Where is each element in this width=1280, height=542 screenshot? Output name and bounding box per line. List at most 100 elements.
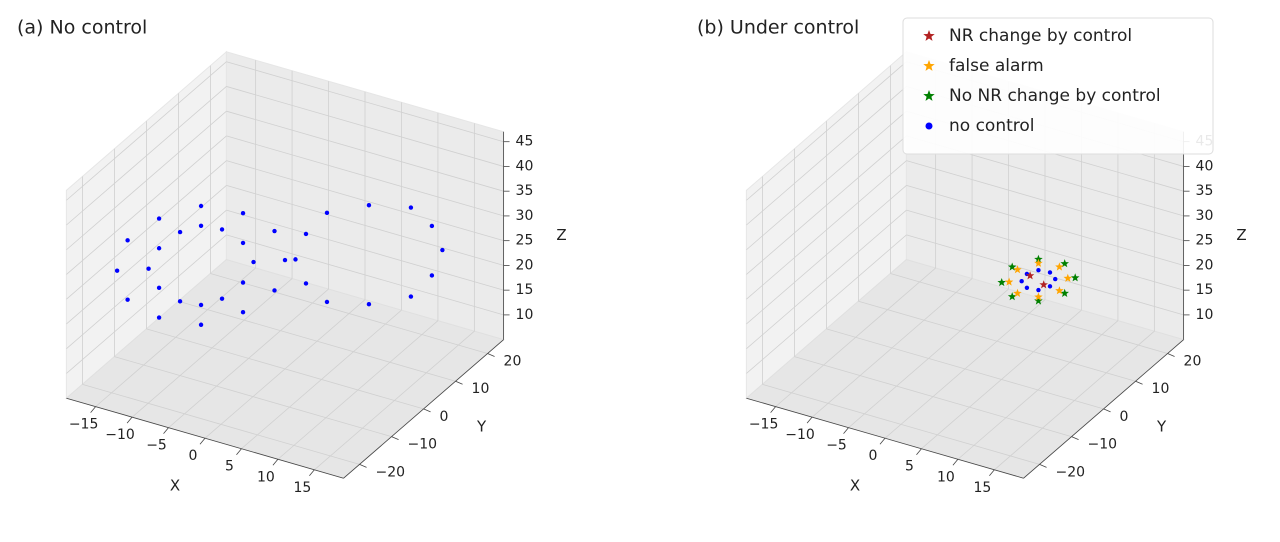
grid-line [146, 328, 424, 410]
point [219, 296, 225, 301]
axis-line [66, 397, 344, 479]
point [272, 288, 277, 293]
z-axis-label: Z [1236, 226, 1246, 244]
z-tick-label: 40 [516, 158, 534, 174]
grid-line [746, 86, 907, 226]
point [324, 299, 330, 305]
axis-line [1023, 339, 1184, 479]
y-tick-label: 10 [1152, 381, 1170, 397]
point [1019, 278, 1024, 284]
legend-label: No NR change by control [949, 86, 1161, 106]
grid-line [906, 234, 1184, 316]
grid-line [226, 61, 504, 143]
point [198, 322, 204, 327]
point [1024, 285, 1030, 290]
tick-mark [1167, 353, 1175, 357]
grid-line [226, 185, 504, 266]
grid-line [226, 209, 504, 291]
x-tick-label: −15 [69, 417, 99, 433]
tick-mark [806, 416, 813, 424]
point [156, 285, 162, 291]
grid-line [226, 86, 504, 167]
grid-line [82, 383, 360, 465]
chart-title: (b) Under control [697, 17, 859, 39]
grid-line [890, 273, 1168, 354]
point [1034, 292, 1043, 301]
point [251, 259, 256, 265]
tick-mark [1071, 436, 1079, 440]
tick-mark [879, 437, 886, 445]
y-tick-label: −10 [1088, 437, 1118, 453]
point [177, 299, 183, 304]
tick-mark [916, 448, 922, 455]
tick-mark [487, 353, 495, 357]
z-tick-label: 20 [1196, 257, 1214, 273]
point [366, 302, 372, 307]
point [125, 238, 130, 243]
tick-mark [309, 469, 315, 477]
tick-mark [952, 458, 959, 466]
point [1055, 286, 1064, 295]
x-tick-label: 0 [189, 448, 198, 464]
tick-mark [1039, 463, 1047, 468]
point [240, 211, 246, 216]
z-tick-label: 10 [1196, 307, 1214, 323]
grid-line [906, 185, 1184, 266]
legend-marker [923, 60, 935, 71]
point [440, 247, 445, 253]
legend-label: no control [949, 116, 1035, 136]
point [1007, 262, 1017, 271]
y-axis-label: Y [1156, 417, 1167, 435]
point [198, 223, 204, 228]
z-axis-label: Z [556, 226, 566, 244]
point [429, 223, 435, 229]
point [429, 273, 435, 278]
point [1070, 273, 1080, 282]
tick-mark [423, 408, 431, 413]
tick-mark [90, 406, 96, 413]
x-tick-label: −5 [146, 438, 167, 454]
y-tick-label: −20 [376, 464, 406, 480]
point [240, 240, 246, 246]
x-tick-label: −15 [749, 417, 779, 433]
grid-line [210, 273, 488, 354]
z-tick-label: 30 [516, 208, 534, 224]
grid-line [66, 86, 227, 226]
tick-mark [391, 436, 399, 440]
grid-line [226, 234, 504, 316]
tick-mark [1135, 380, 1143, 385]
x-axis-label: X [170, 477, 180, 495]
y-tick-label: 0 [440, 409, 449, 425]
tick-mark [843, 427, 849, 434]
point [1060, 288, 1069, 297]
grid-line [906, 209, 1184, 291]
grid-line [746, 209, 907, 350]
point [156, 246, 162, 251]
point [1034, 258, 1043, 267]
point [1013, 265, 1022, 274]
grid-line [66, 209, 227, 350]
grid-line [226, 160, 504, 242]
point [272, 228, 277, 234]
tick-mark [1103, 408, 1111, 413]
point [1036, 268, 1041, 273]
x-tick-label: 10 [937, 469, 955, 485]
point [1025, 271, 1035, 280]
point [219, 227, 225, 232]
point [1047, 284, 1053, 289]
z-tick-label: 10 [516, 307, 534, 323]
grid-line [66, 234, 227, 374]
point [177, 229, 183, 235]
x-tick-label: 15 [293, 480, 311, 496]
z-tick-label: 30 [1196, 208, 1214, 224]
grid-line [226, 110, 504, 192]
y-tick-label: −20 [1056, 464, 1086, 480]
chart-title: (a) No control [17, 17, 147, 39]
grid-line [794, 356, 1072, 438]
point [303, 281, 309, 286]
x-tick-label: 5 [225, 459, 234, 475]
point [408, 294, 414, 299]
grid-line [826, 328, 1104, 410]
tick-mark [989, 469, 995, 477]
